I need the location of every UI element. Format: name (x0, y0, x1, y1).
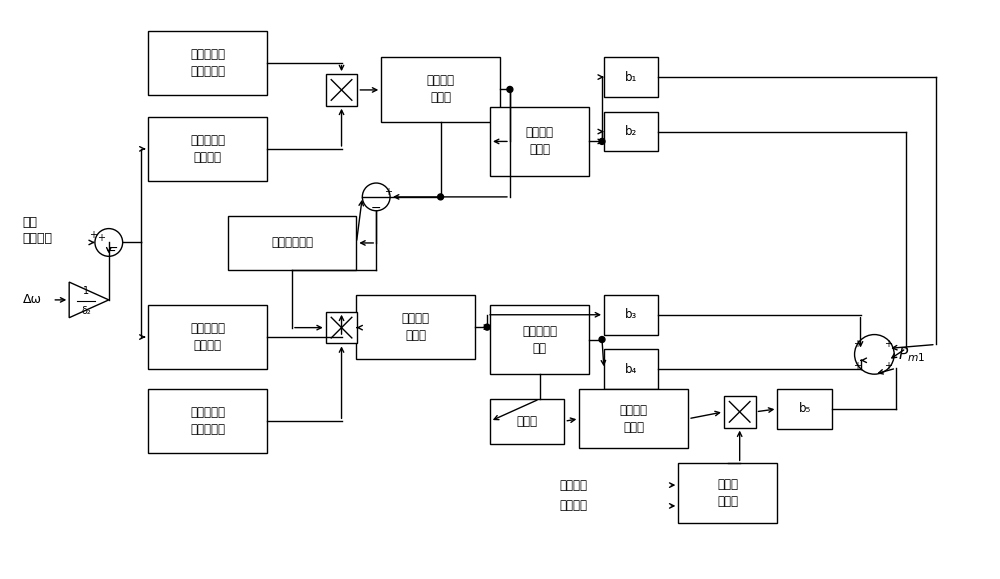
Text: 再热容积方程: 再热容积方程 (271, 236, 313, 250)
Bar (326, 74, 357, 106)
Text: −: − (106, 245, 116, 258)
Text: 低压缸容
积方程: 低压缸容 积方程 (620, 404, 648, 434)
Text: 第一高压
加热器: 第一高压 加热器 (526, 126, 554, 156)
Bar (356, 295, 475, 360)
Text: 空冷
给定负荷: 空冷 给定负荷 (23, 216, 53, 245)
Text: −: − (108, 243, 118, 255)
Bar (678, 463, 777, 523)
Text: +: + (89, 230, 97, 240)
Bar (148, 31, 267, 95)
Text: 除氧器: 除氧器 (517, 415, 538, 428)
Bar (490, 399, 564, 444)
Text: 空冷系
统方程: 空冷系 统方程 (717, 478, 738, 508)
Bar (604, 349, 658, 389)
Polygon shape (69, 282, 109, 318)
Bar (381, 57, 500, 122)
Bar (604, 112, 658, 151)
Bar (148, 389, 267, 453)
Circle shape (599, 138, 605, 144)
Text: 中压缸容
积方程: 中压缸容 积方程 (402, 312, 430, 342)
Text: 中压调节阀
传递函数: 中压调节阀 传递函数 (190, 322, 225, 352)
Bar (490, 305, 589, 374)
Bar (490, 107, 589, 176)
Circle shape (599, 336, 605, 343)
Text: +: + (884, 361, 892, 371)
Bar (148, 117, 267, 181)
Bar (228, 216, 356, 270)
Text: b₂: b₂ (625, 125, 637, 138)
Bar (326, 312, 357, 343)
Circle shape (507, 86, 513, 93)
Bar (777, 389, 832, 428)
Text: b₁: b₁ (625, 71, 637, 83)
Text: $P_{m1}$: $P_{m1}$ (898, 345, 925, 364)
Bar (579, 389, 688, 449)
Text: 1: 1 (83, 286, 89, 296)
Circle shape (484, 324, 490, 330)
Text: +: + (853, 339, 861, 350)
Text: 环境温度: 环境温度 (559, 500, 587, 512)
Text: +: + (384, 187, 392, 197)
Text: +: + (884, 339, 892, 350)
Text: δ₂: δ₂ (81, 306, 91, 316)
Text: 中压主汽阀
的通过系数: 中压主汽阀 的通过系数 (190, 406, 225, 436)
Text: 高压主汽阀
的通过系数: 高压主汽阀 的通过系数 (190, 47, 225, 78)
Text: 高压调节阀
传递函数: 高压调节阀 传递函数 (190, 134, 225, 164)
Text: b₅: b₅ (798, 402, 811, 415)
Text: 第二高压加
热器: 第二高压加 热器 (522, 324, 557, 354)
Text: +: + (97, 233, 105, 243)
Text: +: + (853, 361, 861, 371)
Bar (148, 305, 267, 369)
Text: 高压缸容
积方程: 高压缸容 积方程 (427, 75, 455, 104)
Text: 迎面风速: 迎面风速 (559, 479, 587, 492)
Text: −: − (371, 202, 381, 215)
Bar (724, 396, 756, 428)
Text: b₃: b₃ (625, 308, 637, 321)
Bar (604, 295, 658, 335)
Text: b₄: b₄ (625, 362, 637, 376)
Text: Δω: Δω (23, 294, 42, 306)
Circle shape (438, 194, 444, 200)
Bar (604, 57, 658, 97)
